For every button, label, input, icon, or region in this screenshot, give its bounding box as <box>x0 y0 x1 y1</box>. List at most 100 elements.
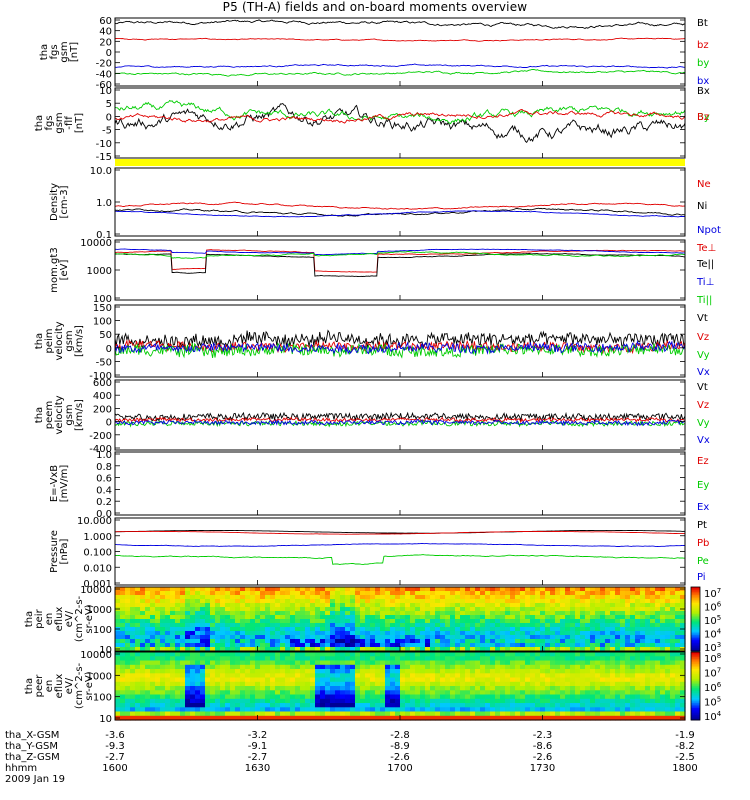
spectrogram-cell <box>630 627 636 632</box>
spectrogram-cell <box>620 599 626 604</box>
spectrogram-cell <box>515 669 521 674</box>
spectrogram-cell <box>170 587 176 592</box>
spectrogram-cell <box>295 647 301 652</box>
spectrogram-cell <box>535 703 541 708</box>
spectrogram-cell <box>630 677 636 683</box>
spectrogram-cell <box>145 611 151 616</box>
spectrogram-cell <box>150 660 156 666</box>
spectrogram-cell <box>315 599 321 604</box>
spectrogram-cell <box>680 681 686 687</box>
spectrogram-cell <box>325 603 331 608</box>
spectrogram-cell <box>620 711 626 717</box>
spectrogram-cell <box>660 669 666 674</box>
spectrogram-cell <box>680 652 686 657</box>
spectrogram-cell <box>185 627 191 632</box>
spectrogram-cell <box>370 681 376 687</box>
spectrogram-cell <box>350 603 356 608</box>
spectrogram-cell <box>435 686 441 691</box>
spectrogram-cell <box>680 711 686 717</box>
spectrogram-cell <box>255 595 261 600</box>
spectrogram-cell <box>550 698 556 704</box>
spectrogram-cell <box>455 591 461 596</box>
spectrogram-cell <box>590 591 596 596</box>
spectrogram-cell <box>495 623 501 628</box>
spectrogram-cell <box>530 673 536 679</box>
spectrogram-cell <box>155 673 161 679</box>
spectrogram-cell <box>340 623 346 628</box>
spectrogram-cell <box>370 660 376 666</box>
y-axis-label: sr-eV) <box>84 671 95 700</box>
spectrogram-cell <box>335 591 341 596</box>
spectrogram-cell <box>645 647 651 652</box>
spectrogram-cell <box>180 607 186 612</box>
spectrogram-cell <box>555 711 561 717</box>
spectrogram-cell <box>420 686 426 691</box>
spectrogram-cell <box>505 711 511 717</box>
spectrogram-cell <box>630 715 636 721</box>
spectrogram-cell <box>660 652 666 657</box>
spectrogram-cell <box>660 673 666 679</box>
spectrogram-cell <box>505 611 511 616</box>
spectrogram-cell <box>365 664 371 670</box>
spectrogram-cell <box>385 611 391 616</box>
spectrogram-cell <box>520 595 526 600</box>
spectrogram-cell <box>420 627 426 632</box>
spectrogram-cell <box>310 591 316 596</box>
spectrogram-cell <box>540 669 546 674</box>
spectrogram-cell <box>660 703 666 708</box>
spectrogram-cell <box>575 677 581 683</box>
ephemeris-value: 1730 <box>530 763 555 774</box>
spectrogram-cell <box>420 707 426 713</box>
spectrogram-cell <box>215 711 221 717</box>
spectrogram-cell <box>600 677 606 683</box>
spectrogram-cell <box>420 673 426 679</box>
spectrogram-cell <box>585 664 591 670</box>
spectrogram-cell <box>395 607 401 612</box>
spectrogram-cell <box>360 660 366 666</box>
spectrogram-cell <box>140 619 146 624</box>
spectrogram-cell <box>195 635 201 640</box>
spectrogram-cell <box>655 677 661 683</box>
spectrogram-cell <box>195 623 201 628</box>
spectrogram-cell <box>385 677 391 683</box>
spectrogram-cell <box>550 619 556 624</box>
spectrogram-cell <box>590 639 596 644</box>
spectrogram-cell <box>290 694 296 700</box>
spectrogram-cell <box>425 690 431 696</box>
spectrogram-cell <box>120 595 126 600</box>
spectrogram-cell <box>275 711 281 717</box>
spectrogram-cell <box>450 587 456 592</box>
spectrogram-cell <box>340 607 346 612</box>
spectrogram-cell <box>285 656 291 662</box>
spectrogram-cell <box>480 639 486 644</box>
spectrogram-cell <box>420 677 426 683</box>
spectrogram-cell <box>340 703 346 708</box>
spectrogram-cell <box>260 694 266 700</box>
spectrogram-cell <box>390 643 396 648</box>
spectrogram-cell <box>260 673 266 679</box>
colorbar-segment <box>691 639 700 642</box>
spectrogram-cell <box>270 681 276 687</box>
spectrogram-cell <box>160 698 166 704</box>
spectrogram-cell <box>450 611 456 616</box>
spectrogram-cell <box>215 707 221 713</box>
legend-Pi: Pi <box>697 572 706 583</box>
spectrogram-cell <box>130 660 136 666</box>
spectrogram-cell <box>355 647 361 652</box>
spectrogram-cell <box>320 673 326 679</box>
spectrogram-cell <box>145 643 151 648</box>
spectrogram-cell <box>590 631 596 636</box>
spectrogram-cell <box>220 623 226 628</box>
spectrogram-cell <box>180 619 186 624</box>
spectrogram-cell <box>390 660 396 666</box>
spectrogram-cell <box>380 615 386 620</box>
spectrogram-cell <box>425 707 431 713</box>
spectrogram-cell <box>200 686 206 691</box>
y-axis-label: (cm^2-s- <box>74 662 85 709</box>
spectrogram-cell <box>560 587 566 592</box>
spectrogram-cell <box>535 707 541 713</box>
spectrogram-cell <box>500 652 506 657</box>
spectrogram-cell <box>640 607 646 612</box>
legend-bz: bz <box>697 40 709 51</box>
